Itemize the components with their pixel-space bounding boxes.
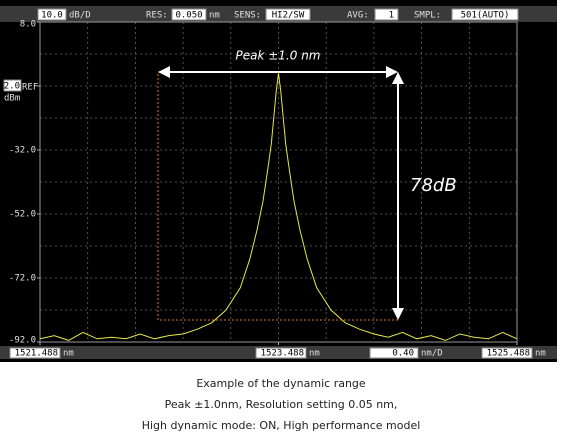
smpl: 501(AUTO)	[461, 11, 510, 21]
y-tick-label: 8.0	[20, 20, 36, 30]
spectrum-line	[39, 73, 518, 341]
smpl-label: SMPL:	[414, 11, 441, 21]
value-box	[451, 8, 519, 21]
x-unit: nm	[535, 349, 546, 359]
value-box	[9, 347, 61, 359]
y-tick-label: -72.0	[9, 274, 36, 284]
value-box	[374, 8, 399, 21]
screen	[0, 0, 557, 362]
value-box	[37, 8, 67, 21]
ref-label: REF	[22, 83, 38, 93]
y-tick-label: -92.0	[9, 336, 36, 346]
scale: 10.0	[41, 11, 63, 21]
ref-unit: dBm	[4, 94, 20, 104]
span: 0.40	[392, 349, 414, 359]
avg: 1	[389, 11, 394, 21]
scale-unit: dB/D	[69, 11, 91, 21]
caption-line: Example of the dynamic range	[196, 377, 366, 390]
value-box	[171, 8, 207, 21]
value-box	[255, 347, 307, 359]
y-tick-label: -12.0	[0, 82, 20, 92]
x-unit: nm	[309, 349, 320, 359]
res-label: RES:	[146, 11, 168, 21]
x-tick-label: 1521.488	[15, 349, 58, 359]
annotation: 78dB	[410, 175, 457, 196]
caption-line: Peak ±1.0nm, Resolution setting 0.05 nm,	[165, 398, 398, 411]
res-unit: nm	[209, 11, 220, 21]
value-box	[481, 347, 533, 359]
res: 0.050	[175, 11, 202, 21]
value-box	[265, 8, 311, 21]
y-tick-label: -52.0	[9, 210, 36, 220]
annotation: Peak ±1.0 nm	[236, 49, 321, 63]
x-tick-label: 1523.488	[261, 349, 304, 359]
y-tick-label: -32.0	[9, 146, 36, 156]
span-unit: nm/D	[421, 349, 443, 359]
ref-box	[3, 79, 22, 92]
sens-label: SENS:	[234, 11, 261, 21]
caption-line: High dynamic mode: ON, High performance …	[142, 419, 421, 432]
value-box	[369, 347, 419, 359]
sens: HI2/SW	[272, 11, 305, 21]
avg-label: AVG:	[347, 11, 369, 21]
x-tick-label: 1525.488	[487, 349, 530, 359]
x-unit: nm	[63, 349, 74, 359]
